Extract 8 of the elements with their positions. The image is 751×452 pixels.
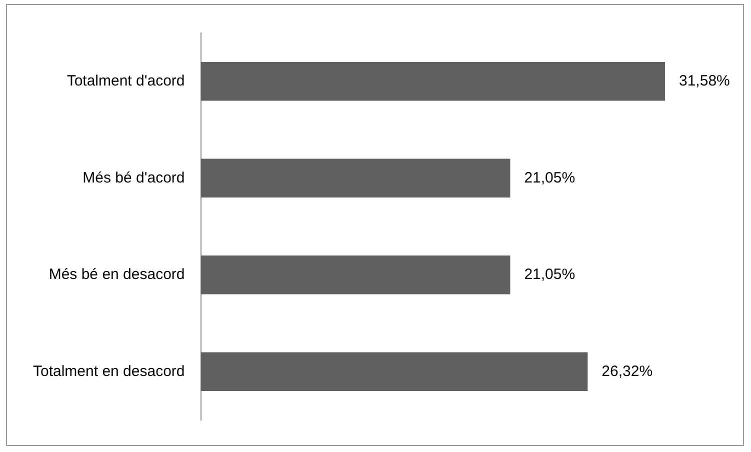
data-label: 26,32%: [602, 362, 653, 380]
y-tick-label: Totalment en desacord: [32, 362, 185, 380]
data-label: 31,58%: [679, 72, 730, 90]
y-tick-label: Totalment d'acord: [66, 72, 185, 90]
data-label: 21,05%: [524, 169, 576, 186]
y-tick-label: Més bé d'acord: [82, 169, 185, 186]
data-label: 21,05%: [524, 266, 576, 284]
y-tick-label: Més bé en desacord: [48, 266, 185, 284]
